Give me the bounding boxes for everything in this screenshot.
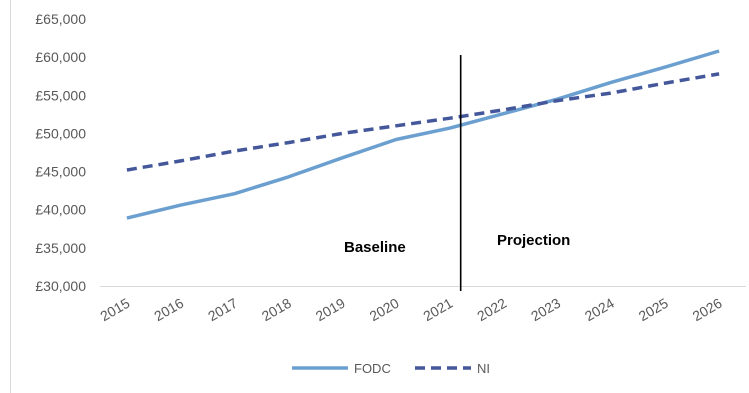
legend-label-fodc: FODC bbox=[354, 361, 391, 376]
x-tick-label: 2023 bbox=[528, 295, 563, 325]
y-tick-label: £65,000 bbox=[35, 11, 86, 27]
y-tick-label: £55,000 bbox=[35, 87, 86, 103]
y-tick-label: £30,000 bbox=[35, 278, 86, 294]
x-tick-label: 2025 bbox=[636, 295, 671, 325]
x-tick-label: 2016 bbox=[151, 295, 186, 325]
y-tick-label: £60,000 bbox=[35, 49, 86, 65]
x-tick-label: 2018 bbox=[259, 295, 294, 325]
y-tick-label: £50,000 bbox=[35, 125, 86, 141]
x-tick-label: 2026 bbox=[690, 295, 725, 325]
x-tick-label: 2022 bbox=[474, 295, 509, 325]
y-tick-label: £35,000 bbox=[35, 240, 86, 256]
legend-label-ni: NI bbox=[477, 361, 490, 376]
x-tick-label: 2015 bbox=[97, 295, 132, 325]
x-tick-label: 2024 bbox=[582, 295, 617, 325]
x-tick-label: 2021 bbox=[420, 295, 455, 325]
y-axis: £30,000 £35,000 £40,000 £45,000 £50,000 £55,0… bbox=[35, 11, 86, 294]
legend: FODC NI bbox=[292, 361, 490, 376]
y-tick-label: £40,000 bbox=[35, 202, 86, 218]
x-axis: 2015 2016 2017 2018 2019 2020 2021 2022 2023 2024… bbox=[97, 295, 724, 325]
series-line-ni bbox=[126, 72, 720, 172]
x-tick-label: 2019 bbox=[313, 295, 348, 325]
series-line-fodc bbox=[126, 49, 720, 220]
annotation-baseline: Baseline bbox=[344, 239, 406, 256]
x-tick-label: 2017 bbox=[205, 295, 240, 325]
series-group bbox=[126, 49, 720, 220]
annotation-projection: Projection bbox=[497, 232, 570, 249]
x-tick-label: 2020 bbox=[367, 295, 402, 325]
y-tick-label: £45,000 bbox=[35, 164, 86, 180]
